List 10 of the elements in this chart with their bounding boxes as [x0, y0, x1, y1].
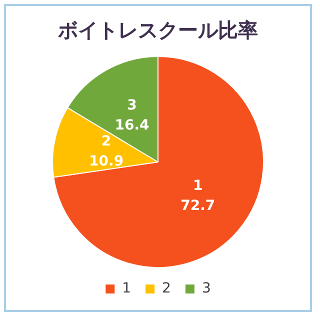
- chart-title: ボイトレスクール比率: [57, 18, 258, 42]
- slice-label: 2: [101, 133, 112, 150]
- data-label: 10.9: [89, 153, 124, 170]
- slice-label: 3: [127, 98, 137, 114]
- legend-label: 3: [202, 280, 211, 297]
- legend-label: 2: [162, 280, 171, 297]
- data-label: 72.7: [180, 198, 216, 214]
- legend-label: 1: [122, 280, 132, 297]
- data-label: 16.4: [114, 118, 150, 134]
- slice-label: 1: [193, 178, 203, 194]
